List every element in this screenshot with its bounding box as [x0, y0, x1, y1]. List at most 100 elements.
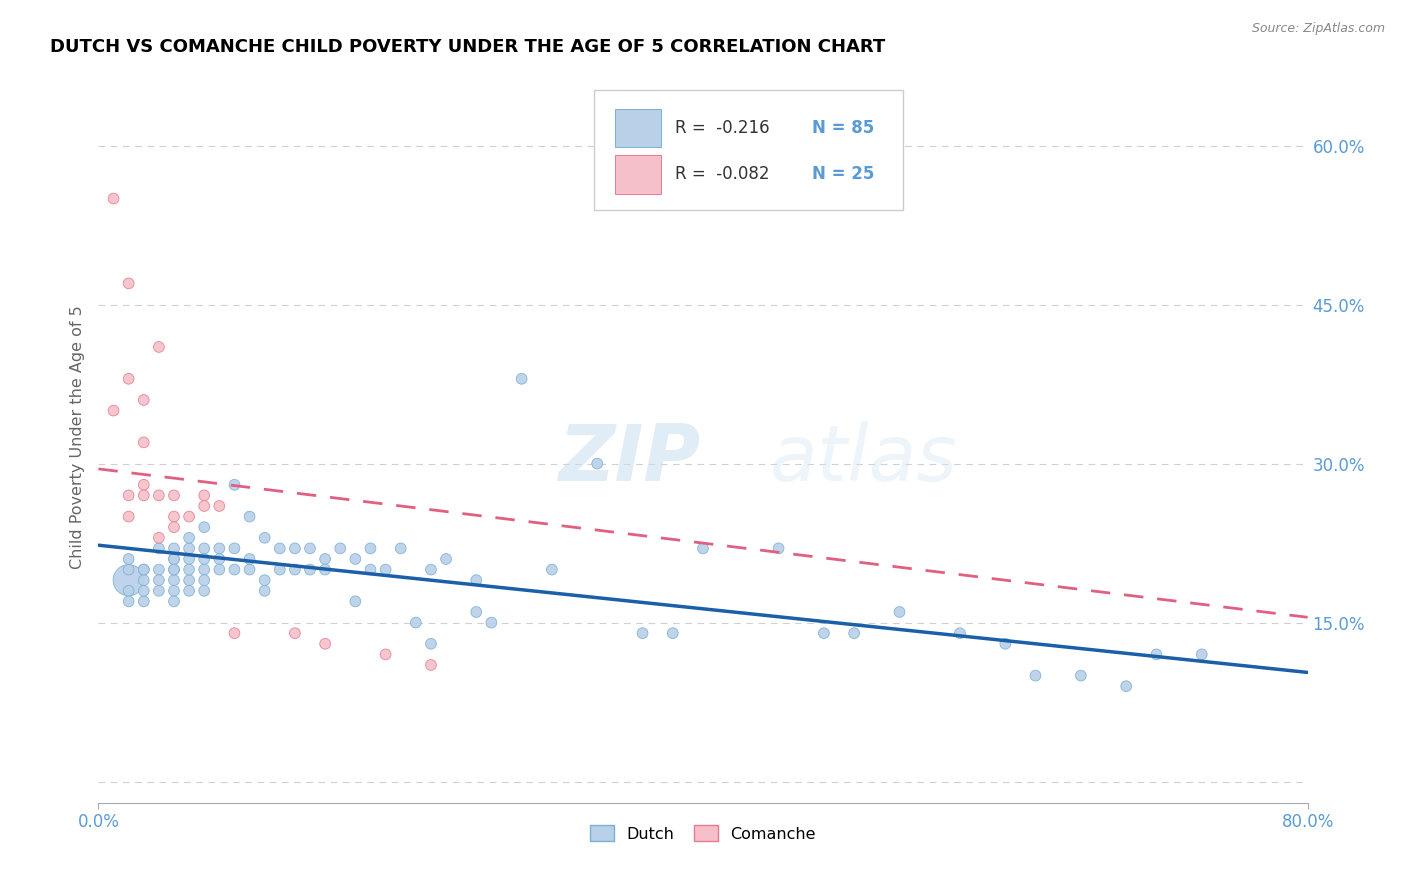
Point: [661, 626, 683, 640]
FancyBboxPatch shape: [614, 109, 661, 146]
Point: [253, 583, 276, 598]
Point: [949, 626, 972, 640]
Point: [1144, 648, 1167, 662]
Point: [163, 563, 186, 577]
Point: [224, 477, 246, 491]
Point: [148, 340, 170, 354]
Point: [314, 637, 336, 651]
Point: [132, 583, 155, 598]
Point: [148, 541, 170, 556]
Point: [269, 563, 291, 577]
Point: [239, 563, 262, 577]
Legend: Dutch, Comanche: Dutch, Comanche: [582, 817, 824, 850]
Point: [1070, 668, 1092, 682]
Point: [208, 563, 231, 577]
Point: [299, 541, 322, 556]
Point: [208, 541, 231, 556]
Point: [253, 531, 276, 545]
Point: [1115, 679, 1137, 693]
Point: [1191, 648, 1213, 662]
Point: [118, 552, 141, 566]
Point: [132, 594, 155, 608]
Point: [239, 509, 262, 524]
Point: [344, 594, 367, 608]
Point: [163, 594, 186, 608]
Point: [284, 626, 307, 640]
Point: [179, 583, 201, 598]
Point: [314, 552, 336, 566]
FancyBboxPatch shape: [614, 155, 661, 194]
Point: [224, 541, 246, 556]
Text: N = 25: N = 25: [811, 166, 875, 184]
Point: [163, 541, 186, 556]
Point: [193, 573, 215, 587]
Point: [889, 605, 911, 619]
Point: [118, 488, 141, 502]
Point: [118, 372, 141, 386]
Point: [1024, 668, 1046, 682]
Point: [586, 457, 609, 471]
Point: [163, 583, 186, 598]
Point: [208, 499, 231, 513]
Point: [434, 552, 457, 566]
Text: ZIP: ZIP: [558, 421, 700, 497]
Point: [284, 541, 307, 556]
Point: [118, 573, 141, 587]
Point: [163, 552, 186, 566]
Text: DUTCH VS COMANCHE CHILD POVERTY UNDER THE AGE OF 5 CORRELATION CHART: DUTCH VS COMANCHE CHILD POVERTY UNDER TH…: [51, 38, 886, 56]
Point: [179, 531, 201, 545]
Point: [179, 552, 201, 566]
Point: [299, 563, 322, 577]
Point: [193, 541, 215, 556]
Point: [179, 573, 201, 587]
Point: [344, 552, 367, 566]
Point: [360, 541, 382, 556]
Text: atlas: atlas: [769, 421, 957, 497]
Text: R =  -0.082: R = -0.082: [675, 166, 769, 184]
Point: [148, 488, 170, 502]
Point: [163, 509, 186, 524]
Point: [540, 563, 562, 577]
Point: [118, 509, 141, 524]
Point: [132, 563, 155, 577]
Point: [813, 626, 835, 640]
Text: R =  -0.216: R = -0.216: [675, 119, 770, 136]
Point: [329, 541, 352, 556]
Point: [148, 583, 170, 598]
Point: [314, 563, 336, 577]
Point: [148, 531, 170, 545]
Point: [163, 488, 186, 502]
Point: [193, 583, 215, 598]
Point: [103, 192, 125, 206]
Point: [631, 626, 654, 640]
Point: [132, 563, 155, 577]
Point: [118, 594, 141, 608]
Point: [148, 563, 170, 577]
Point: [132, 392, 155, 407]
Point: [465, 573, 488, 587]
Point: [405, 615, 427, 630]
Y-axis label: Child Poverty Under the Age of 5: Child Poverty Under the Age of 5: [70, 305, 86, 569]
Point: [132, 488, 155, 502]
Point: [692, 541, 714, 556]
Point: [193, 499, 215, 513]
Point: [179, 563, 201, 577]
Point: [253, 573, 276, 587]
Point: [768, 541, 790, 556]
Point: [163, 573, 186, 587]
Point: [193, 563, 215, 577]
Point: [132, 477, 155, 491]
Point: [360, 563, 382, 577]
Point: [193, 488, 215, 502]
Point: [374, 648, 396, 662]
Point: [163, 563, 186, 577]
Point: [224, 626, 246, 640]
Point: [284, 563, 307, 577]
Point: [420, 658, 443, 673]
Point: [179, 541, 201, 556]
Point: [179, 509, 201, 524]
Text: N = 85: N = 85: [811, 119, 875, 136]
Point: [132, 435, 155, 450]
Point: [193, 552, 215, 566]
Point: [481, 615, 503, 630]
